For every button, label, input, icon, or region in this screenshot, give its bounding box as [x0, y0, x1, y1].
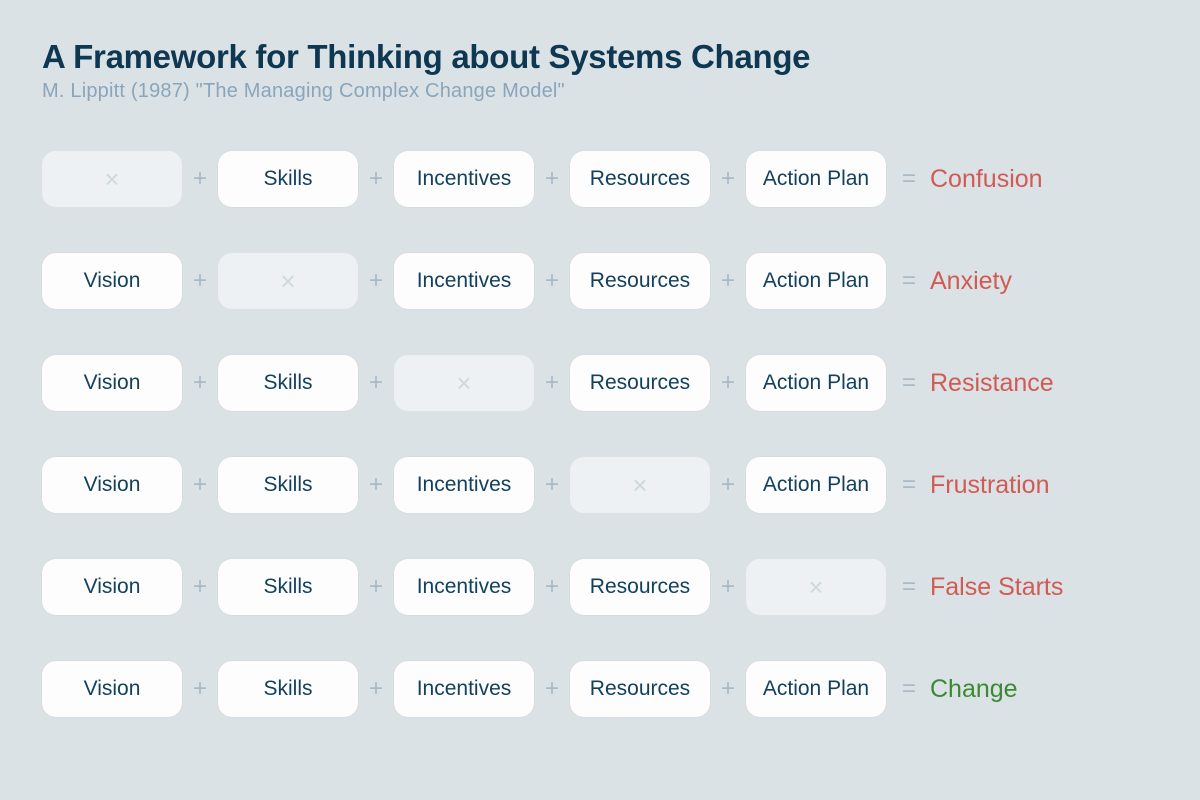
plus-operator: + — [710, 267, 746, 295]
outcome-label: Change — [930, 675, 1018, 704]
plus-operator: + — [534, 165, 570, 193]
component-cell: Resources — [570, 559, 710, 615]
component-cell: Resources — [570, 253, 710, 309]
equals-operator: = — [886, 369, 926, 397]
component-cell: Skills — [218, 661, 358, 717]
framework-row: ×+Skills+Incentives+Resources+Action Pla… — [42, 151, 1158, 207]
missing-cell: × — [218, 253, 358, 309]
plus-operator: + — [358, 573, 394, 601]
component-cell: Incentives — [394, 253, 534, 309]
outcome-label: Anxiety — [930, 267, 1012, 296]
equals-operator: = — [886, 573, 926, 601]
component-cell: Vision — [42, 661, 182, 717]
equals-operator: = — [886, 267, 926, 295]
component-cell: Action Plan — [746, 457, 886, 513]
component-cell: Action Plan — [746, 253, 886, 309]
plus-operator: + — [182, 369, 218, 397]
plus-operator: + — [182, 471, 218, 499]
plus-operator: + — [534, 267, 570, 295]
component-cell: Skills — [218, 559, 358, 615]
component-cell: Action Plan — [746, 355, 886, 411]
plus-operator: + — [358, 369, 394, 397]
component-cell: Resources — [570, 355, 710, 411]
component-cell: Skills — [218, 457, 358, 513]
framework-row: Vision+×+Incentives+Resources+Action Pla… — [42, 253, 1158, 309]
plus-operator: + — [534, 675, 570, 703]
missing-cell: × — [42, 151, 182, 207]
framework-row: Vision+Skills+×+Resources+Action Plan=Re… — [42, 355, 1158, 411]
component-cell: Vision — [42, 355, 182, 411]
component-cell: Incentives — [394, 457, 534, 513]
framework-grid: ×+Skills+Incentives+Resources+Action Pla… — [42, 151, 1158, 717]
plus-operator: + — [358, 165, 394, 193]
missing-cell: × — [570, 457, 710, 513]
plus-operator: + — [710, 471, 746, 499]
component-cell: Vision — [42, 559, 182, 615]
equals-operator: = — [886, 165, 926, 193]
component-cell: Action Plan — [746, 151, 886, 207]
component-cell: Resources — [570, 151, 710, 207]
outcome-label: False Starts — [930, 573, 1063, 602]
plus-operator: + — [358, 675, 394, 703]
component-cell: Resources — [570, 661, 710, 717]
framework-row: Vision+Skills+Incentives+Resources+Actio… — [42, 661, 1158, 717]
plus-operator: + — [182, 165, 218, 193]
component-cell: Incentives — [394, 151, 534, 207]
outcome-label: Confusion — [930, 165, 1043, 194]
component-cell: Action Plan — [746, 661, 886, 717]
plus-operator: + — [710, 165, 746, 193]
framework-row: Vision+Skills+Incentives+Resources+×=Fal… — [42, 559, 1158, 615]
framework-row: Vision+Skills+Incentives+×+Action Plan=F… — [42, 457, 1158, 513]
plus-operator: + — [710, 573, 746, 601]
missing-cell: × — [746, 559, 886, 615]
plus-operator: + — [358, 471, 394, 499]
component-cell: Skills — [218, 355, 358, 411]
equals-operator: = — [886, 675, 926, 703]
page-title: A Framework for Thinking about Systems C… — [42, 38, 1158, 76]
plus-operator: + — [182, 573, 218, 601]
component-cell: Vision — [42, 457, 182, 513]
plus-operator: + — [358, 267, 394, 295]
plus-operator: + — [182, 675, 218, 703]
component-cell: Incentives — [394, 661, 534, 717]
plus-operator: + — [182, 267, 218, 295]
component-cell: Vision — [42, 253, 182, 309]
missing-cell: × — [394, 355, 534, 411]
component-cell: Incentives — [394, 559, 534, 615]
equals-operator: = — [886, 471, 926, 499]
plus-operator: + — [710, 369, 746, 397]
component-cell: Skills — [218, 151, 358, 207]
plus-operator: + — [534, 369, 570, 397]
plus-operator: + — [534, 471, 570, 499]
page-subtitle: M. Lippitt (1987) "The Managing Complex … — [42, 80, 1158, 103]
outcome-label: Frustration — [930, 471, 1049, 500]
plus-operator: + — [710, 675, 746, 703]
plus-operator: + — [534, 573, 570, 601]
outcome-label: Resistance — [930, 369, 1054, 398]
